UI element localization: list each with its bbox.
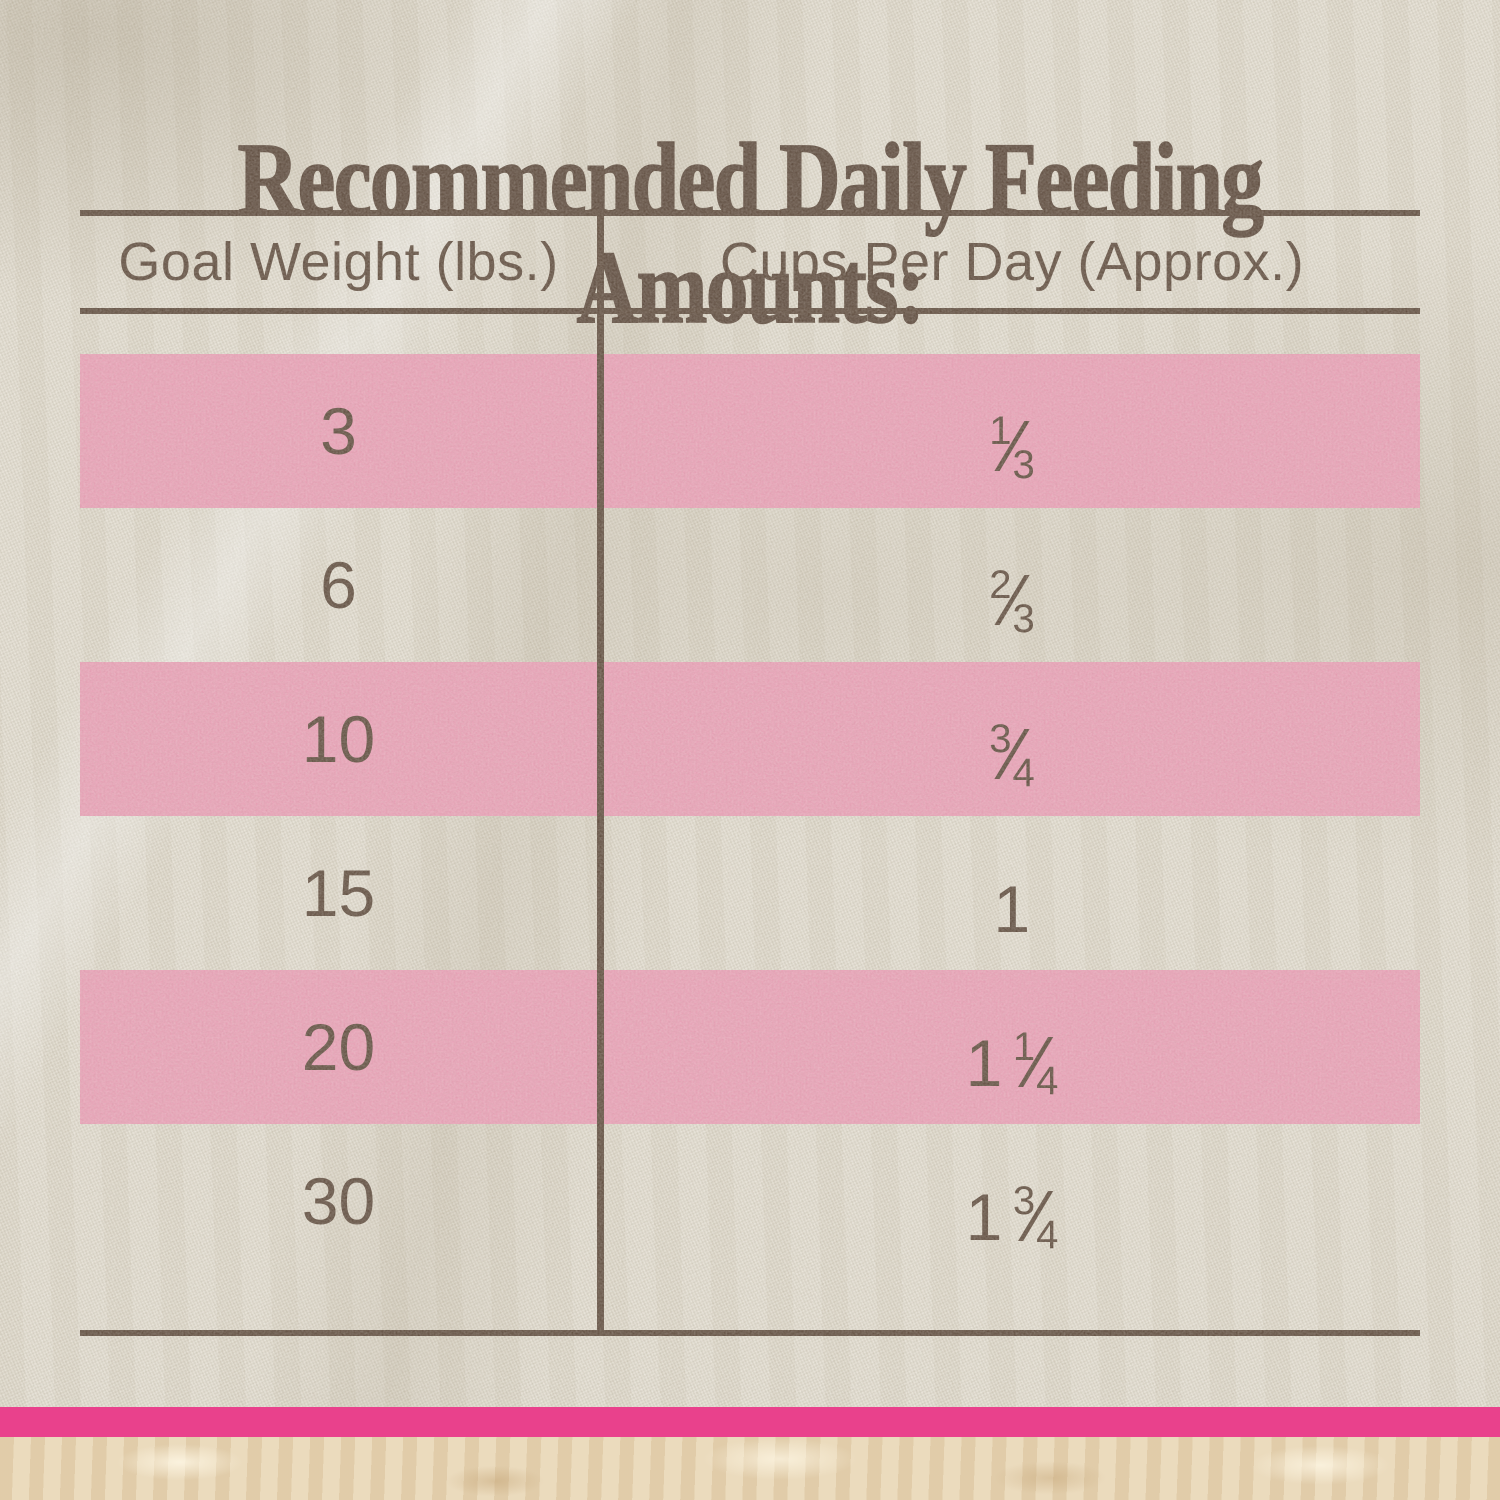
goal-weight-value: 20 bbox=[301, 1010, 376, 1084]
fraction-denominator: 4 bbox=[1012, 751, 1035, 795]
goal-weight-value: 15 bbox=[301, 856, 376, 930]
fabric-background: Recommended Daily Feeding Amounts: Goal … bbox=[0, 0, 1500, 1407]
table-row: 20 1 1⁄4 bbox=[80, 970, 1420, 1124]
table-body-spacer bbox=[80, 314, 1420, 354]
table-row: 10 3⁄4 bbox=[80, 662, 1420, 816]
fraction-denominator: 3 bbox=[1012, 597, 1035, 641]
cups-whole-number: 1 bbox=[965, 1180, 1003, 1254]
feeding-table: Goal Weight (lbs.) Cups Per Day (Approx.… bbox=[80, 210, 1420, 1336]
cups-per-day-value: 1 1⁄4 bbox=[604, 970, 1420, 1124]
goal-weight-value: 3 bbox=[320, 394, 357, 468]
stone-background bbox=[0, 1437, 1500, 1500]
table-row: 3 1⁄3 bbox=[80, 354, 1420, 508]
goal-weight-value: 6 bbox=[320, 548, 357, 622]
table-row: 15 1 bbox=[80, 816, 1420, 970]
cups-whole-number: 1 bbox=[993, 872, 1031, 946]
column-divider-line bbox=[597, 210, 604, 1336]
fraction-denominator: 4 bbox=[1036, 1059, 1059, 1103]
column-header-goal-weight: Goal Weight (lbs.) bbox=[118, 232, 559, 292]
fraction-denominator: 3 bbox=[1012, 443, 1035, 487]
cups-per-day-value: 1 3⁄4 bbox=[604, 1124, 1420, 1278]
goal-weight-value: 30 bbox=[301, 1164, 376, 1238]
table-row: 6 2⁄3 bbox=[80, 508, 1420, 662]
table-top-rule bbox=[80, 210, 1420, 216]
fraction-denominator: 4 bbox=[1036, 1213, 1059, 1257]
table-body: 3 1⁄3 6 2⁄3 10 3⁄4 15 1 20 1 1⁄4 bbox=[80, 314, 1420, 1278]
table-row: 30 1 3⁄4 bbox=[80, 1124, 1420, 1278]
cups-per-day-value: 1⁄3 bbox=[604, 354, 1420, 508]
cups-whole-number: 1 bbox=[965, 1026, 1003, 1100]
table-bottom-rule bbox=[80, 1330, 1420, 1336]
table-header-row: Goal Weight (lbs.) Cups Per Day (Approx.… bbox=[80, 216, 1420, 308]
header-divider-rule bbox=[80, 308, 1420, 314]
cups-per-day-value: 2⁄3 bbox=[604, 508, 1420, 662]
goal-weight-value: 10 bbox=[301, 702, 376, 776]
accent-pink-stripe bbox=[0, 1407, 1500, 1437]
cups-per-day-value: 3⁄4 bbox=[604, 662, 1420, 816]
cups-per-day-value: 1 bbox=[604, 816, 1420, 970]
column-header-cups-per-day: Cups Per Day (Approx.) bbox=[719, 232, 1305, 292]
